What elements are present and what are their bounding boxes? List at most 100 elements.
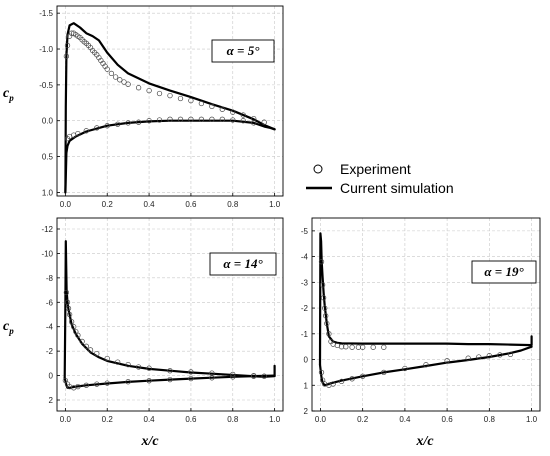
annotation-box <box>471 260 537 284</box>
y-tick-label: -4 <box>301 253 309 262</box>
experiment-point <box>486 353 492 359</box>
experiment-point <box>338 344 345 350</box>
x-axis-label-right: x/c <box>415 434 434 449</box>
y-tick-label: -1.5 <box>39 9 53 18</box>
legend-label-simulation: Current simulation <box>340 180 454 196</box>
experiment-point <box>188 369 194 375</box>
experiment-point <box>87 347 94 353</box>
experiment-point <box>94 381 100 387</box>
x-tick-label: 0.2 <box>102 415 114 424</box>
y-tick-label: -6 <box>46 298 54 307</box>
experiment-point <box>240 118 246 124</box>
x-tick-label: 0.6 <box>442 415 454 424</box>
legend: Experiment Current simulation <box>306 161 454 196</box>
plot-frame <box>56 5 284 197</box>
y-tick-label: 1.0 <box>42 188 54 197</box>
experiment-point <box>64 42 71 49</box>
experiment-point <box>83 382 89 388</box>
experiment-point <box>115 359 121 365</box>
experiment-point <box>167 368 173 374</box>
experiment-point <box>108 70 115 77</box>
experiment-point <box>423 362 429 368</box>
experiment-point <box>167 92 173 99</box>
x-tick-label: 0.8 <box>484 415 496 424</box>
experiment-point <box>167 116 173 122</box>
legend-label-experiment: Experiment <box>340 161 411 177</box>
x-tick-label: 0.2 <box>102 200 114 209</box>
y-tick-label: 0.0 <box>42 117 54 126</box>
experiment-point <box>322 305 328 311</box>
x-tick-label: 0.6 <box>185 200 197 209</box>
simulation-line <box>318 345 533 387</box>
experiment-point <box>370 344 376 350</box>
legend-marker-experiment <box>313 164 323 174</box>
experiment-point <box>209 116 215 122</box>
x-tick-label: 0.4 <box>144 415 156 424</box>
experiment-point <box>188 97 194 104</box>
experiment-point <box>318 259 325 265</box>
experiment-point <box>104 123 110 129</box>
experiment-point <box>104 355 110 362</box>
x-tick-label: 0.8 <box>227 200 239 209</box>
experiment-point <box>156 117 163 123</box>
y-tick-label: 0 <box>304 356 309 365</box>
experiment-point <box>75 130 81 137</box>
x-tick-label: 1.0 <box>526 415 538 424</box>
experiment-point <box>135 119 142 125</box>
experiment-point <box>83 343 89 349</box>
y-tick-label: 0.5 <box>42 153 54 162</box>
y-tick-label: -8 <box>46 274 54 283</box>
experiment-point <box>104 66 110 72</box>
y-tick-label: -3 <box>301 278 309 287</box>
experiment-point <box>338 378 345 385</box>
y-tick-label: -5 <box>301 227 309 236</box>
experiment-point <box>444 358 450 364</box>
experiment-point <box>115 121 121 127</box>
plot-frame <box>311 217 541 412</box>
experiment-point <box>156 90 163 97</box>
experiment-point <box>188 375 194 382</box>
y-tick-label: 2 <box>304 407 309 416</box>
experiment-point <box>219 116 225 122</box>
experiment-point <box>330 381 336 387</box>
experiment-point <box>507 351 514 358</box>
experiment-point <box>68 319 75 325</box>
experiment-point <box>209 375 215 381</box>
experiment-point <box>465 355 471 361</box>
experiment-point <box>135 364 142 370</box>
y-tick-label: 2 <box>49 396 54 405</box>
chart-alpha-19: 0.0 0.2 0.4 0.6 0.8 1.0 -5 -4 -3 -2 -1 0 1 2 α = 19° <box>301 217 541 424</box>
experiment-point <box>360 344 366 350</box>
experiment-point <box>177 116 184 122</box>
experiment-point <box>112 74 119 80</box>
x-tick-label: 0.4 <box>399 415 411 424</box>
x-tick-label: 0.0 <box>60 200 72 209</box>
x-tick-label: 0.2 <box>357 415 369 424</box>
experiment-point <box>240 112 246 118</box>
experiment-point <box>65 305 72 312</box>
y-axis-label-bottom: cp <box>3 319 14 336</box>
experiment-point <box>251 373 257 379</box>
experiment-point <box>63 289 70 296</box>
experiment-point <box>251 120 257 126</box>
experiment-point <box>125 81 131 87</box>
y-tick-label: -1 <box>301 330 309 339</box>
experiment-point <box>230 371 236 378</box>
experiment-point <box>94 125 100 131</box>
experiment-point <box>381 344 387 350</box>
y-tick-label: 0 <box>49 372 54 381</box>
experiment-point <box>83 128 89 134</box>
annotation-box <box>211 39 275 63</box>
experiment-point <box>146 87 152 94</box>
x-tick-label: 0.8 <box>227 415 239 424</box>
y-tick-label: -2 <box>301 304 309 313</box>
simulation-line <box>63 374 276 389</box>
experiment-point <box>219 106 225 112</box>
simulation-line <box>64 119 276 194</box>
y-tick-label: -12 <box>41 225 53 234</box>
experiment-point <box>146 118 152 124</box>
experiment-point <box>319 282 326 288</box>
chart-alpha-14: 0.0 0.2 0.4 0.6 0.8 1.0 -12 -10 -8 -6 -4 -2 0 2 α = 14… <box>41 217 284 424</box>
y-axis-label-top: cp <box>3 86 14 103</box>
experiment-point <box>497 352 503 358</box>
